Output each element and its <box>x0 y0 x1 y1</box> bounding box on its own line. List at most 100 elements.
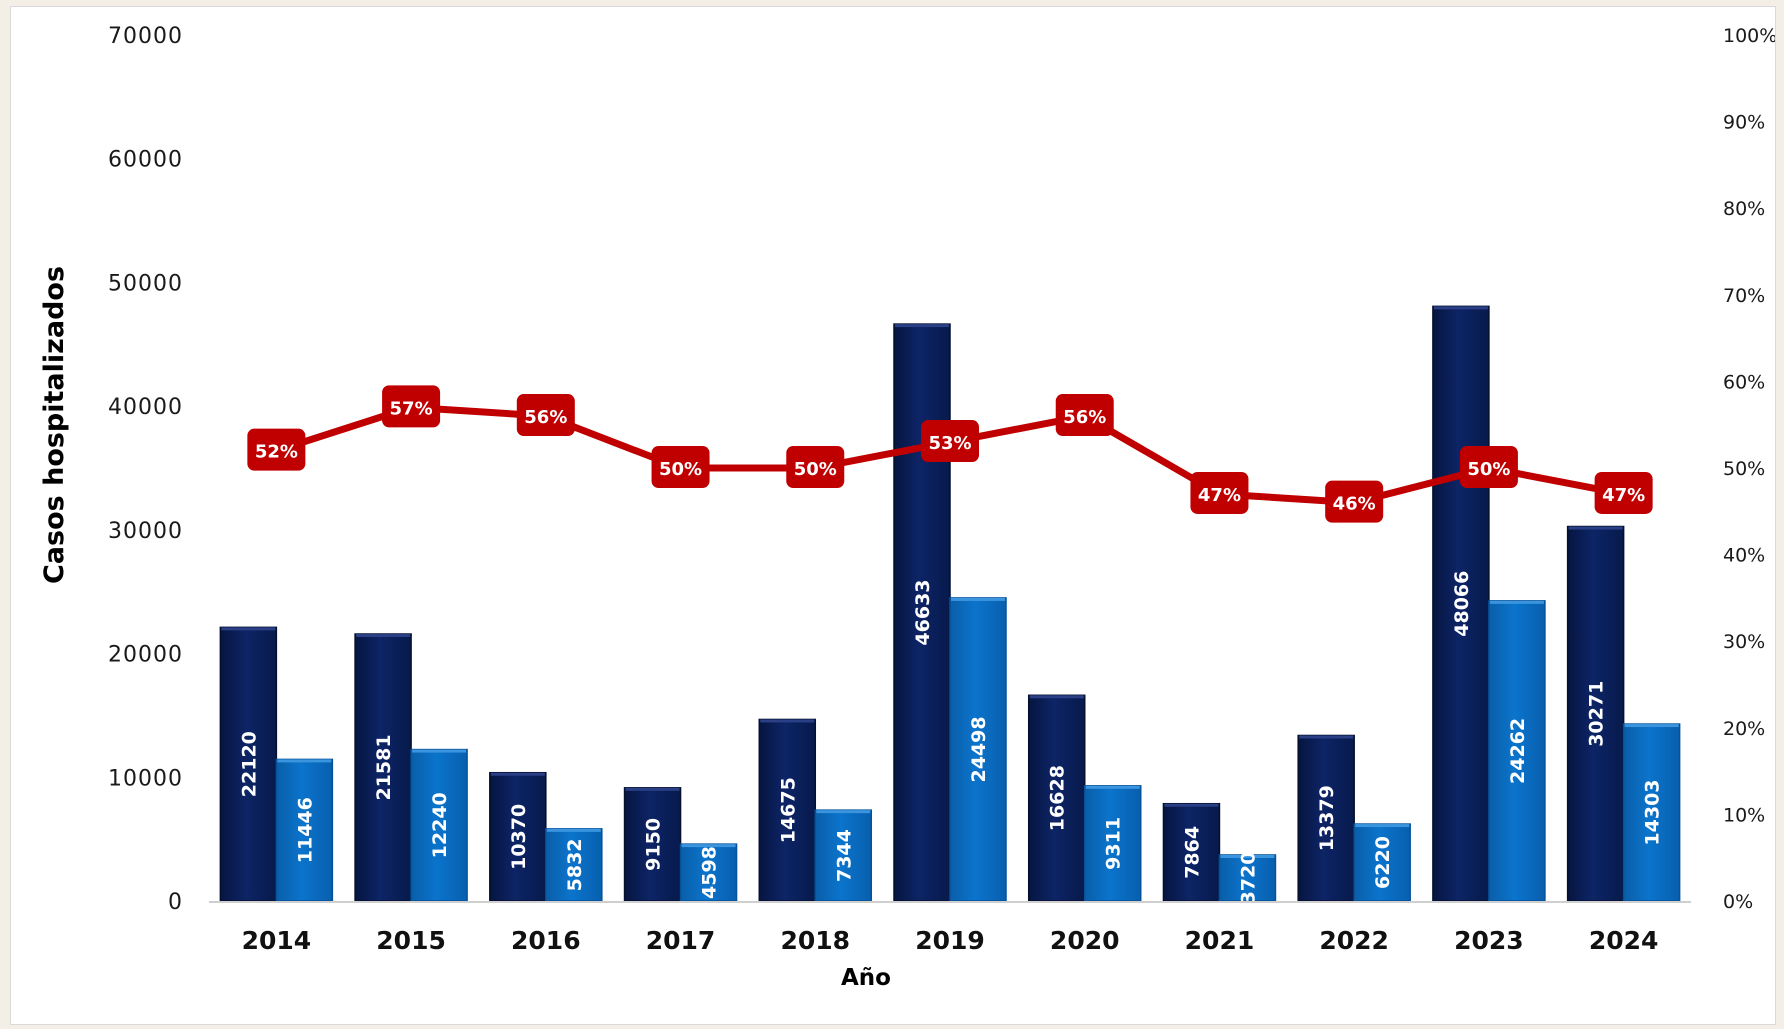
bar-value-label: 12240 <box>429 792 451 858</box>
x-tick-label: 2023 <box>1454 926 1524 955</box>
bar-total-top-edge <box>1433 306 1488 310</box>
bar-value-label: 7864 <box>1181 826 1203 879</box>
percent-label: 50% <box>794 459 837 480</box>
percent-label: 56% <box>1063 407 1106 428</box>
bar-value-label: 3720 <box>1237 852 1259 905</box>
bar-subset <box>1083 785 1142 902</box>
percent-marker <box>1325 480 1384 523</box>
bar-total <box>623 787 682 902</box>
bar-total-top-edge <box>490 772 545 776</box>
x-tick-label: 2015 <box>376 926 446 955</box>
percent-marker <box>1190 471 1249 514</box>
y2-tick-label: 80% <box>1723 198 1765 220</box>
bar-value-label: 9311 <box>1103 817 1125 870</box>
percent-marker <box>921 420 979 463</box>
y2-tick-label: 50% <box>1723 458 1765 480</box>
y-tick-label: 50000 <box>108 271 183 296</box>
bar-value-label: 46633 <box>912 579 934 645</box>
bar-value-label: 21581 <box>373 734 395 800</box>
bar-total <box>1027 694 1086 902</box>
y-axis-title: Casos hospitalizados <box>39 266 70 584</box>
chart-frame: 0 10000 20000 30000 40000 50000 60000 70000 0% 1… <box>10 6 1776 1025</box>
bar-value-label: 10370 <box>508 804 530 870</box>
bar-total-top-edge <box>1029 695 1084 699</box>
bar-total-top-edge <box>356 634 411 638</box>
bar-total <box>1297 734 1355 902</box>
bar-total <box>1566 525 1625 902</box>
bar-subset-top-edge <box>681 844 736 848</box>
bar-subset-top-edge <box>951 597 1005 601</box>
bar-total <box>758 718 817 902</box>
bar-subset-top-edge <box>546 828 601 832</box>
percent-marker <box>516 394 575 437</box>
percent-label: 53% <box>928 433 971 454</box>
bar-total-top-edge <box>1164 803 1219 807</box>
combo-chart: 0 10000 20000 30000 40000 50000 60000 70000 0% 1… <box>39 24 1775 991</box>
x-tick-label: 2014 <box>242 926 312 955</box>
bar-subset <box>1622 723 1681 902</box>
bar-value-label: 14675 <box>777 777 799 843</box>
bar-value-label: 4598 <box>699 846 721 899</box>
bar-value-label: 5832 <box>564 838 586 891</box>
bar-value-label: 16628 <box>1047 765 1069 831</box>
y-tick-label: 40000 <box>108 395 183 420</box>
bar-subset-top-edge <box>277 759 332 763</box>
y2-tick-label: 100% <box>1723 25 1775 47</box>
percent-label: 47% <box>1602 485 1645 506</box>
y2-tick-label: 90% <box>1723 112 1765 134</box>
x-tick-label: 2020 <box>1050 926 1120 955</box>
percent-marker <box>786 446 845 488</box>
bar-value-label: 14303 <box>1642 779 1664 845</box>
y2-tick-label: 20% <box>1723 718 1765 740</box>
x-axis-title: Año <box>841 965 891 991</box>
percent-label: 56% <box>524 407 567 428</box>
percent-marker <box>382 385 441 428</box>
bar-value-label: 13379 <box>1316 785 1338 851</box>
percent-label: 57% <box>390 398 433 419</box>
bar-subset-top-edge <box>1355 824 1410 828</box>
percent-label: 50% <box>1467 459 1510 480</box>
y2-tick-label: 70% <box>1723 285 1765 307</box>
bar-subset <box>679 843 738 902</box>
percent-label: 50% <box>659 459 702 480</box>
bar-total-top-edge <box>625 787 680 791</box>
bar-value-label: 11446 <box>294 797 316 863</box>
line-series: 52% 57% 56% 50% 50% 53% 56% 47% 46% 50% 47% <box>247 385 1653 523</box>
x-tick-label: 2016 <box>511 926 581 955</box>
x-tick-label: 2018 <box>780 926 850 955</box>
y-tick-label: 0 <box>168 890 183 915</box>
bar-total-top-edge <box>895 324 949 328</box>
bar-total-top-edge <box>1568 526 1623 530</box>
bar-value-label: 6220 <box>1372 836 1394 889</box>
bar-series: 22120 11446 21581 12240 10370 5832 9150 4598 146… <box>219 305 1681 905</box>
percent-marker <box>247 428 306 471</box>
x-tick-label: 2022 <box>1319 926 1389 955</box>
bar-subset <box>1218 854 1277 902</box>
bar-subset <box>1488 600 1546 902</box>
bar-total <box>1162 802 1221 902</box>
bar-value-label: 22120 <box>238 731 260 797</box>
y-tick-label: 20000 <box>108 643 183 668</box>
y-tick-label: 60000 <box>108 148 183 173</box>
bar-value-label: 24262 <box>1507 718 1529 784</box>
y2-tick-label: 0% <box>1723 891 1753 913</box>
bar-value-label: 7344 <box>833 829 855 882</box>
bar-subset <box>545 828 603 902</box>
bar-total-top-edge <box>221 627 276 631</box>
right-axis: 0% 10% 20% 30% 40% 50% 60% 70% 80% 90% 100% <box>1723 25 1775 913</box>
x-tick-label: 2021 <box>1185 926 1255 955</box>
percent-label: 52% <box>255 442 298 463</box>
bar-subset-top-edge <box>816 810 871 814</box>
x-tick-label: 2019 <box>915 926 985 955</box>
bar-total <box>219 626 278 902</box>
bar-value-label: 24498 <box>968 716 990 782</box>
bar-value-label: 9150 <box>643 818 665 871</box>
y-tick-label: 70000 <box>108 24 183 49</box>
bar-value-label: 30271 <box>1586 681 1608 747</box>
y-tick-label: 30000 <box>108 519 183 544</box>
percent-marker <box>651 446 710 488</box>
bar-subset <box>814 809 873 902</box>
percent-marker <box>1055 394 1114 437</box>
y2-tick-label: 30% <box>1723 631 1765 653</box>
x-axis: 2014 2015 2016 2017 2018 2019 2020 2021 2022 2023… <box>209 901 1691 955</box>
